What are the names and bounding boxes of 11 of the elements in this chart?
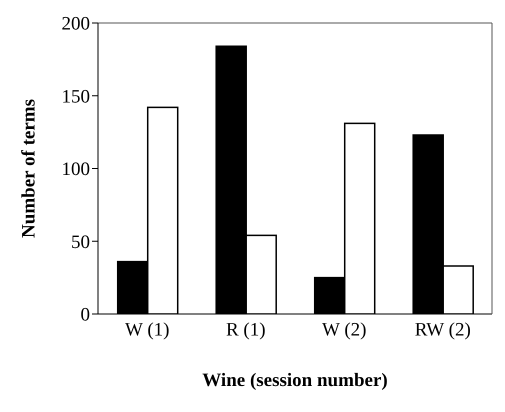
- y-axis-title: Number of terms: [18, 99, 40, 238]
- y-tick-label: 200: [62, 14, 90, 35]
- y-tick-label: 50: [71, 232, 90, 253]
- y-tick-label: 150: [62, 86, 90, 108]
- y-tick-label: 100: [62, 159, 90, 180]
- x-tick-label: W (1): [125, 319, 170, 340]
- y-tick-label: 0: [80, 304, 90, 326]
- x-tick-label: R (1): [226, 319, 266, 340]
- x-tick-label: RW (2): [414, 319, 471, 340]
- x-axis-title: Wine (session number): [202, 370, 388, 391]
- x-tick-label: W (2): [322, 319, 366, 340]
